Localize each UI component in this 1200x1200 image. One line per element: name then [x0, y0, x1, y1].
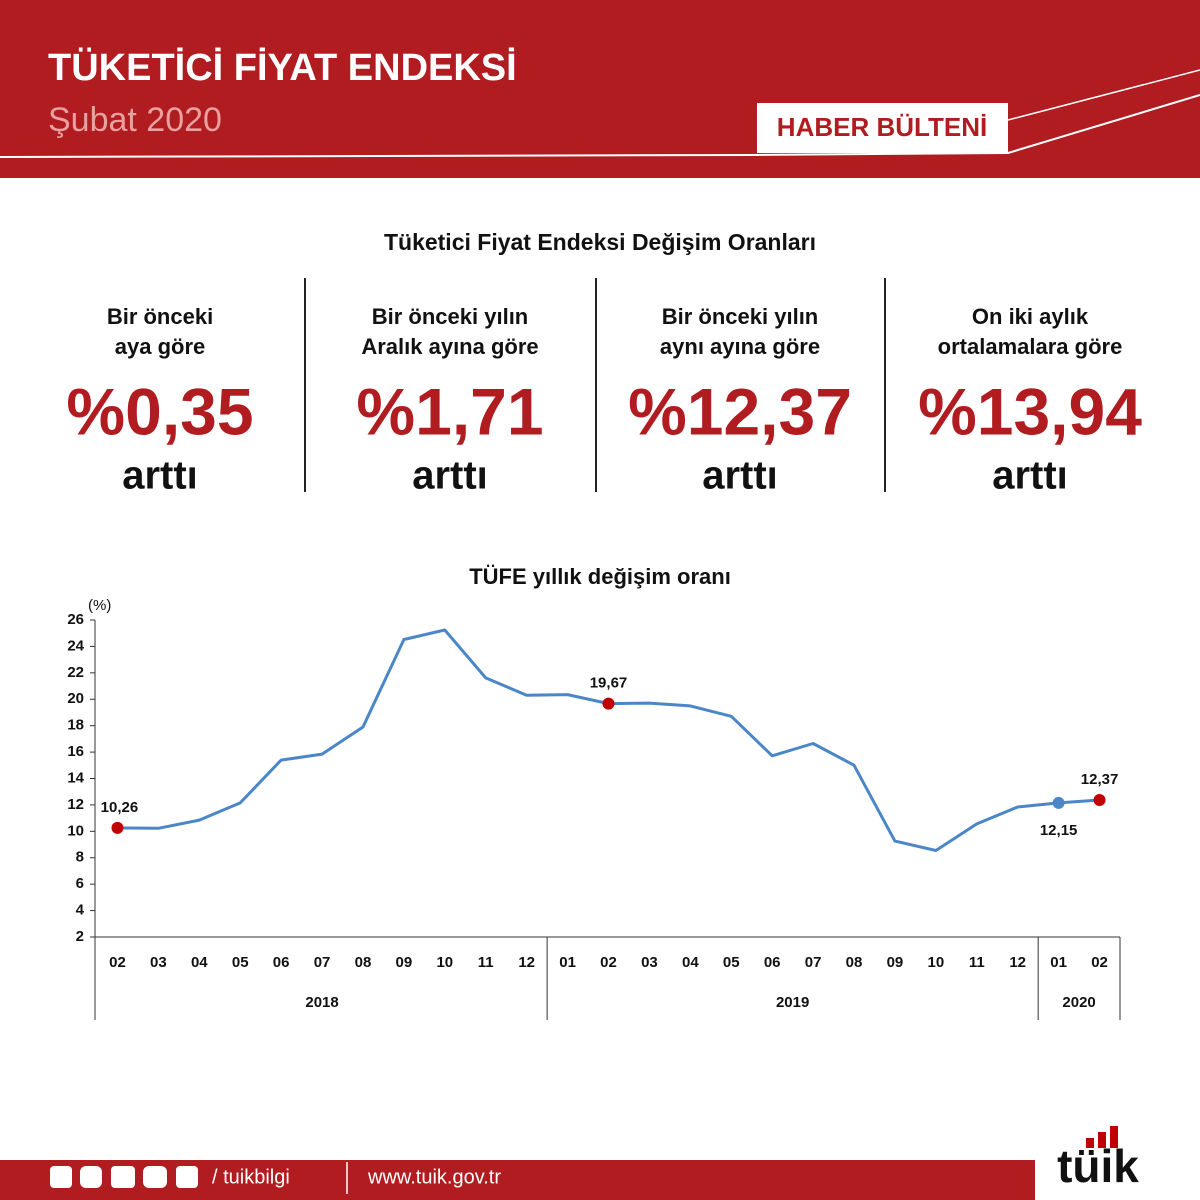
x-tick-label: 02 [109, 954, 126, 971]
y-tick-label: 14 [67, 769, 84, 786]
y-tick-label: 18 [67, 717, 84, 734]
line-chart: TÜFE yıllık değişim oranı(%)246810121416… [67, 564, 1121, 1020]
x-tick-label: 11 [969, 954, 985, 971]
x-tick-label: 06 [764, 954, 781, 971]
summary-label: Bir önceki yılın [662, 304, 819, 329]
summary-label: aya göre [115, 334, 206, 359]
x-tick-label: 07 [314, 954, 331, 971]
footer-handle: / tuikbilgi [212, 1166, 290, 1188]
header-subtitle: Şubat 2020 [48, 101, 222, 139]
summary-label: Bir önceki yılın [372, 304, 529, 329]
chart-title: TÜFE yıllık değişim oranı [469, 564, 731, 589]
x-tick-label: 01 [559, 954, 576, 971]
x-tick-label: 03 [150, 954, 167, 971]
y-tick-label: 16 [67, 743, 84, 760]
social-icons [50, 1166, 198, 1188]
summary-label: On iki aylık [972, 304, 1089, 329]
y-tick-label: 10 [67, 822, 84, 839]
x-tick-label: 08 [846, 954, 863, 971]
x-tick-label: 02 [1091, 954, 1108, 971]
logo-bars [1086, 1126, 1118, 1148]
x-tick-label: 10 [928, 954, 945, 971]
data-label: 12,37 [1081, 771, 1119, 788]
data-point [602, 697, 615, 710]
x-tick-label: 05 [232, 954, 249, 971]
y-axis-label: (%) [88, 597, 111, 614]
logo: tüik [1057, 1140, 1139, 1192]
x-tick-label: 09 [887, 954, 904, 971]
data-label: 19,67 [590, 675, 628, 692]
x-group-label: 2018 [305, 994, 338, 1011]
y-tick-label: 24 [67, 637, 84, 654]
x-tick-label: 04 [682, 954, 699, 971]
summary-note: arttı [412, 454, 488, 498]
y-tick-label: 20 [67, 690, 84, 707]
y-tick-label: 6 [76, 875, 84, 892]
header-title: TÜKETİCİ FİYAT ENDEKSİ [48, 46, 517, 89]
x-tick-label: 11 [478, 954, 494, 971]
x-group-label: 2020 [1062, 994, 1095, 1011]
summary-note: arttı [122, 454, 198, 498]
x-tick-label: 04 [191, 954, 208, 971]
data-point [1093, 794, 1106, 807]
footer-band [0, 1160, 1035, 1200]
x-tick-label: 12 [518, 954, 535, 971]
summary-label: Bir önceki [107, 304, 213, 329]
summary-value: %13,94 [918, 374, 1142, 448]
summary-label: ortalamalara göre [938, 334, 1123, 359]
y-tick-label: 2 [76, 928, 84, 945]
y-tick-label: 12 [67, 796, 84, 813]
data-label: 12,15 [1040, 822, 1078, 839]
x-tick-label: 05 [723, 954, 740, 971]
y-tick-label: 8 [76, 849, 84, 866]
summary-value: %0,35 [66, 374, 253, 448]
x-tick-label: 06 [273, 954, 290, 971]
x-tick-label: 01 [1050, 954, 1067, 971]
header-line [0, 94, 1200, 158]
x-tick-label: 08 [355, 954, 372, 971]
y-tick-label: 4 [76, 902, 85, 919]
data-point [1052, 796, 1065, 809]
x-tick-label: 12 [1009, 954, 1026, 971]
summary-value: %1,71 [356, 374, 543, 448]
summary-note: arttı [702, 454, 778, 498]
y-tick-label: 22 [67, 664, 84, 681]
badge: HABER BÜLTENİ [777, 112, 987, 142]
y-tick-label: 26 [67, 611, 84, 628]
summary-value: %12,37 [628, 374, 852, 448]
summary-label: aynı ayına göre [660, 334, 820, 359]
summary-label: Aralık ayına göre [361, 334, 538, 359]
x-tick-label: 09 [396, 954, 413, 971]
data-point [111, 821, 124, 834]
x-group-label: 2019 [776, 994, 809, 1011]
data-label: 10,26 [101, 799, 139, 816]
x-tick-label: 02 [600, 954, 617, 971]
x-tick-label: 03 [641, 954, 658, 971]
x-tick-label: 10 [436, 954, 453, 971]
badge-box [757, 103, 1008, 153]
x-tick-label: 07 [805, 954, 822, 971]
header-line [1007, 69, 1200, 121]
summary-title: Tüketici Fiyat Endeksi Değişim Oranları [384, 229, 816, 255]
summary-note: arttı [992, 454, 1068, 498]
footer-url: www.tuik.gov.tr [367, 1166, 501, 1188]
